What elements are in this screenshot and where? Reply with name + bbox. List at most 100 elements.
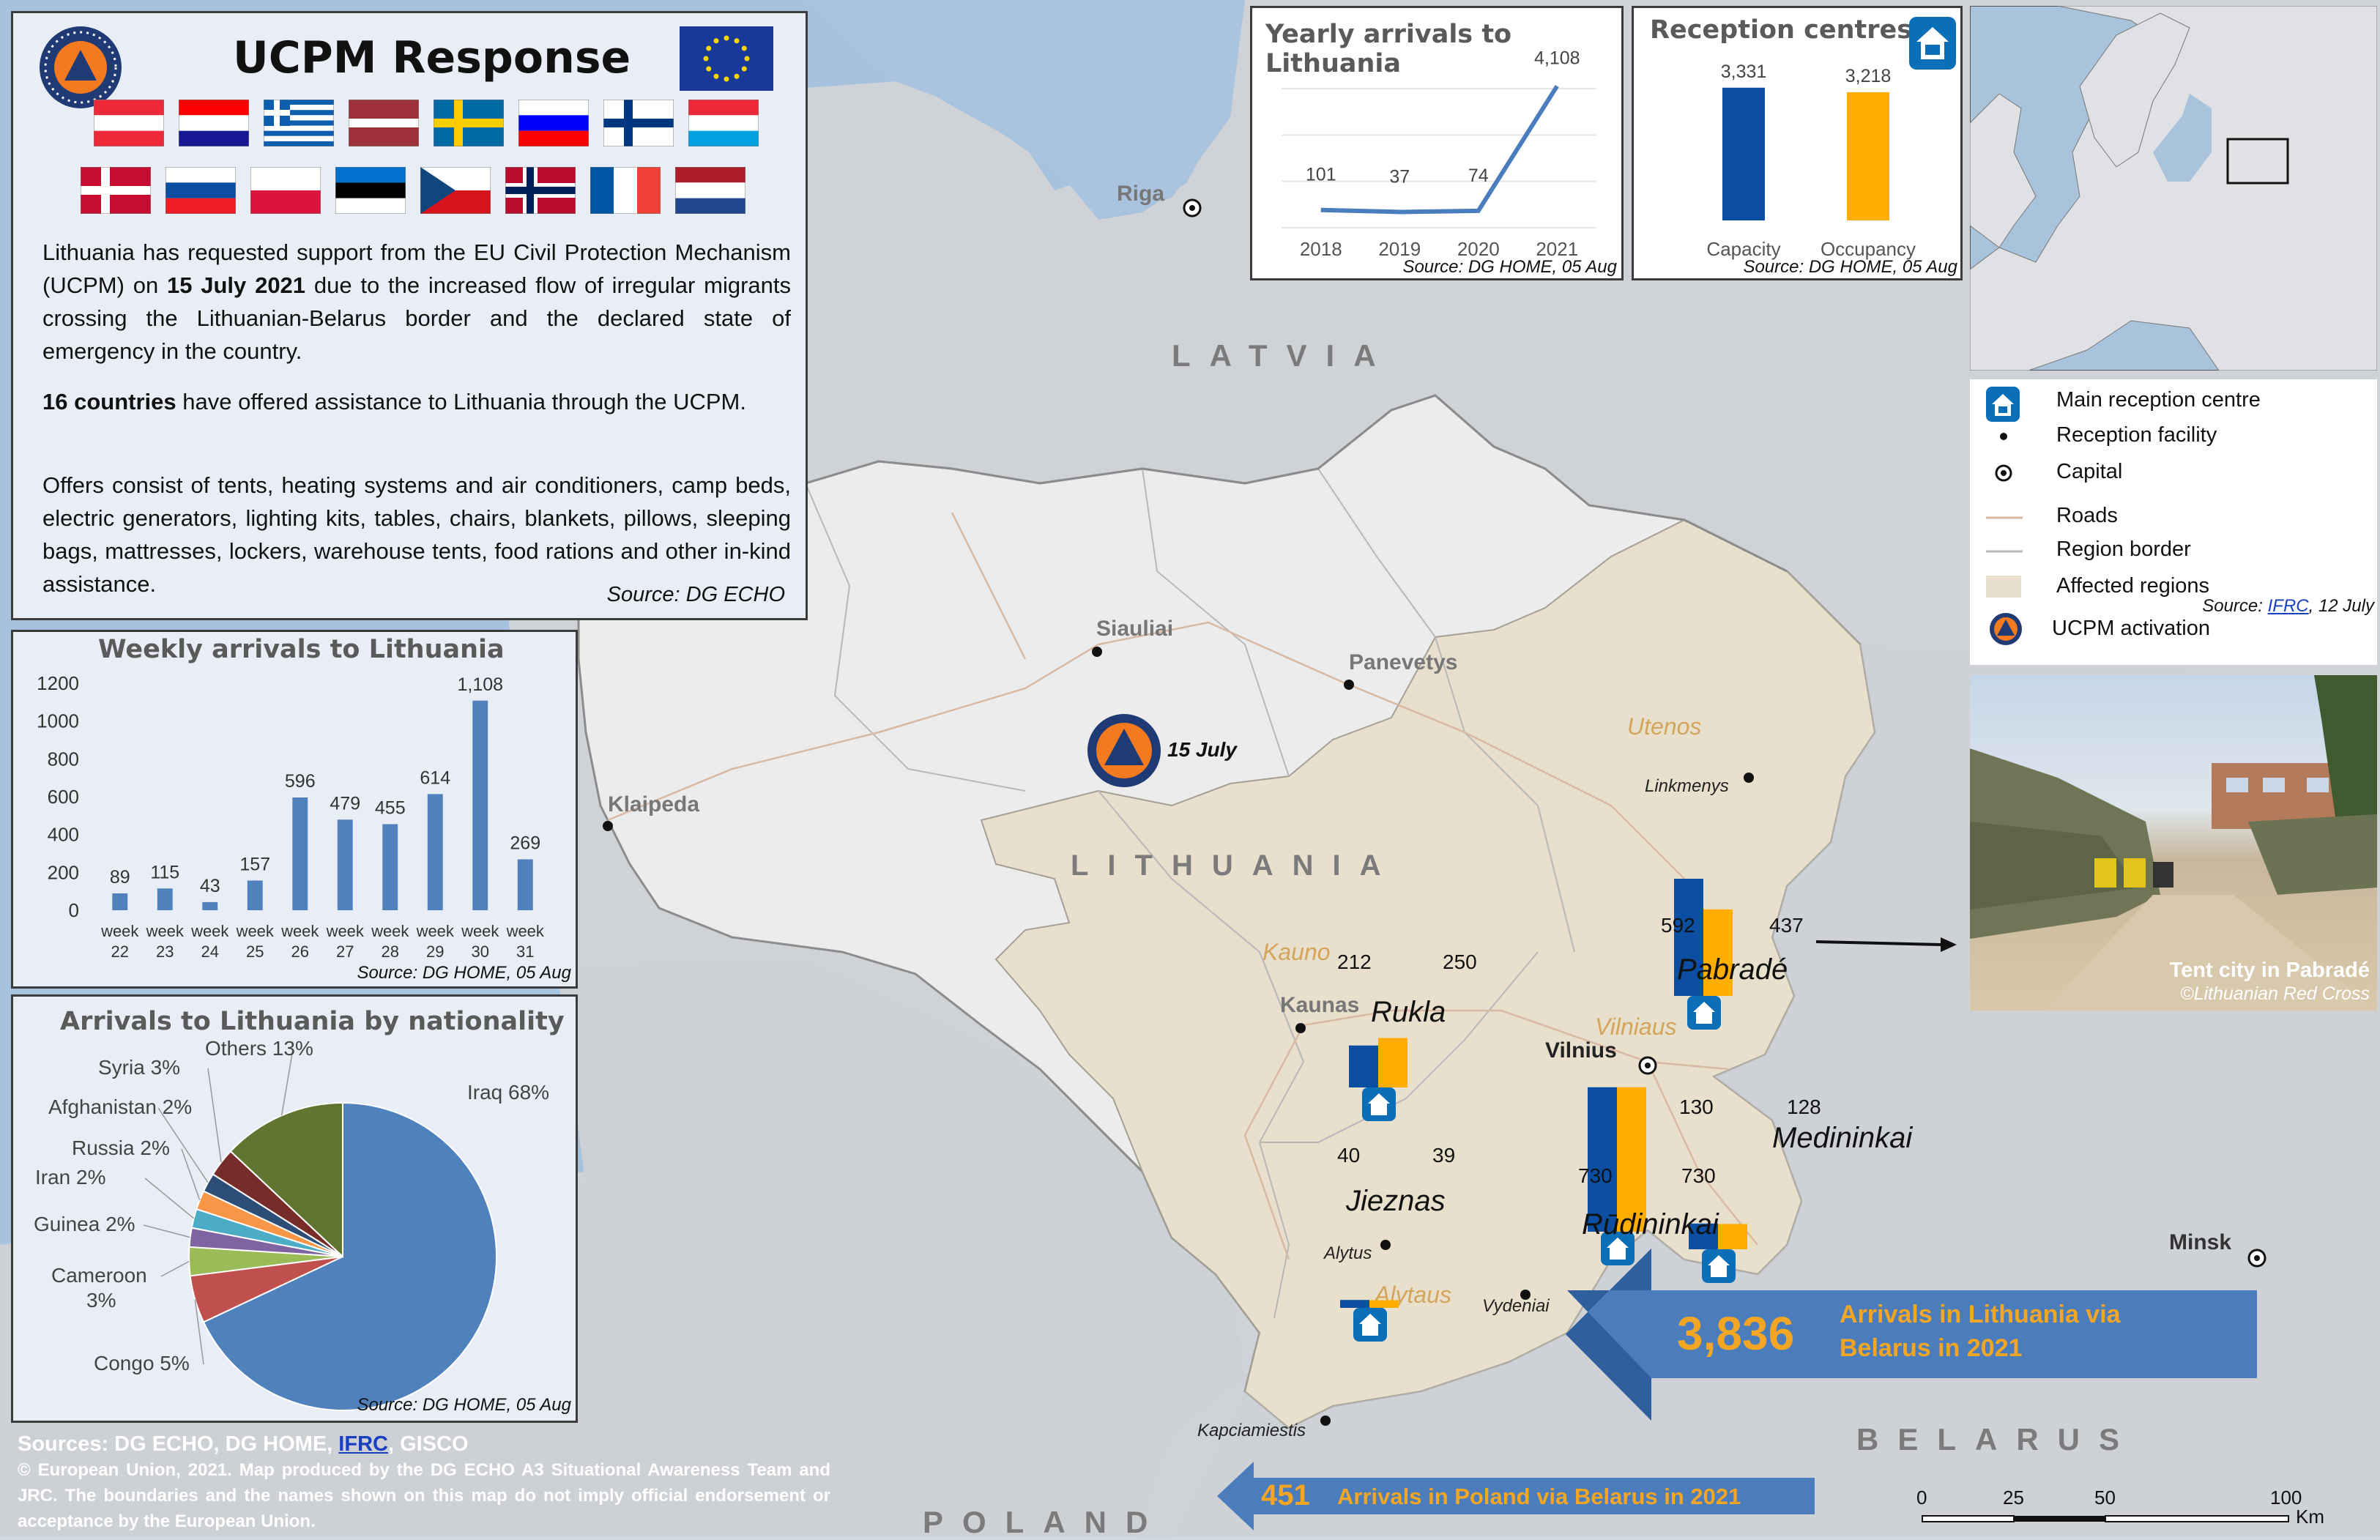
reception-value-label: 3,218	[1845, 66, 1892, 86]
flag-poland-icon	[250, 167, 321, 214]
town-label-vydeniai: Vydeniai	[1482, 1296, 1550, 1316]
weekly-bar-label: 89	[110, 867, 130, 888]
legend-panel: Main reception centre Reception facility…	[1970, 379, 2377, 665]
roads-icon	[1986, 516, 2023, 519]
centre-occupancy-bar	[1617, 1087, 1646, 1232]
flag-croatia-icon	[179, 100, 249, 146]
europe-inset-map	[1970, 6, 2377, 371]
flag-finland-icon	[603, 100, 674, 146]
intro-paragraph-2: 16 countries have offered assistance to …	[42, 385, 791, 418]
affected-regions-icon	[1986, 576, 2021, 598]
photo-scene	[1970, 675, 2377, 1011]
centre-occupancy-bar	[1378, 1038, 1407, 1087]
flag-latvia-icon	[349, 100, 419, 146]
legend-label: Capital	[2056, 460, 2123, 483]
pie-slice	[202, 1101, 497, 1411]
intro-text: due to the increased flow of irregular m…	[42, 272, 791, 364]
ucpm-logo-icon	[40, 26, 122, 108]
eu-star	[734, 73, 740, 79]
weekly-y-tick: 0	[69, 899, 79, 921]
weekly-x-prefix: week	[416, 922, 455, 940]
intro-paragraph-1: Lithuania has requested support from the…	[42, 236, 791, 368]
reception-x-label: Capacity	[1706, 238, 1780, 260]
centre-name: Jieznas	[1346, 1185, 1446, 1217]
weekly-bar-label: 455	[375, 797, 406, 818]
centre-occupancy-bar	[1718, 1224, 1747, 1249]
activation-date-label: 15 July	[1167, 738, 1237, 761]
weekly-x-tick: 27	[336, 942, 354, 961]
eu-star	[706, 66, 712, 72]
flag-luxembourg-icon	[688, 100, 759, 146]
weekly-bar	[202, 901, 218, 910]
weekly-bar-label: 596	[285, 771, 316, 792]
pie-label: Others 13%	[205, 1037, 313, 1060]
town-label-kapciamiestis: Kapciamiestis	[1197, 1421, 1306, 1440]
weekly-x-prefix: week	[146, 922, 185, 940]
eu-star	[724, 35, 729, 41]
capital-icon	[1995, 464, 2012, 482]
flag-sweden-icon	[434, 100, 504, 146]
arrivals-lithuania-text: Arrivals in Lithuania via Belarus in 202…	[1840, 1301, 2121, 1362]
reception-centre-marker	[1349, 1038, 1407, 1121]
ifrc-link[interactable]: IFRC	[2267, 596, 2309, 616]
weekly-bar	[247, 880, 263, 910]
reception-centre-marker	[1588, 1087, 1646, 1265]
reception-bar	[1722, 87, 1765, 220]
intro-paragraph-3: Offers consist of tents, heating systems…	[42, 472, 791, 597]
country-label-latvia: LATVIA	[1172, 338, 1395, 373]
legend-source-text: , 12 July	[2308, 596, 2374, 616]
lithuania-extent-box	[2226, 138, 2289, 185]
flag-france-icon	[590, 167, 661, 214]
pie-label: 3%	[86, 1289, 116, 1312]
scale-unit: Km	[2296, 1506, 2324, 1528]
nationality-source: Source: DG HOME, 05 Aug	[357, 1395, 571, 1415]
weekly-y-tick: 1000	[37, 710, 79, 732]
weekly-x-prefix: week	[371, 922, 409, 940]
weekly-x-tick: 26	[291, 942, 309, 961]
centre-occupancy-value: 437	[1769, 914, 1804, 937]
pie-label: Russia 2%	[72, 1137, 170, 1159]
intro-countries: 16 countries	[42, 389, 176, 414]
weekly-source: Source: DG HOME, 05 Aug	[357, 963, 571, 983]
legend-label: UCPM activation	[2052, 617, 2210, 640]
flag-slovenia-icon	[518, 100, 589, 146]
centre-name: Rukla	[1371, 996, 1446, 1028]
reception-value-label: 3,331	[1721, 62, 1767, 82]
pie-slice	[229, 1101, 343, 1259]
yearly-panel: Yearly arrivals to Lithuania 101 2018 37 20…	[1250, 6, 1624, 280]
reception-facility-icon	[2000, 433, 2007, 440]
weekly-y-tick: 400	[48, 824, 79, 846]
reception-bar	[1847, 92, 1889, 220]
flag-austria-icon	[94, 100, 164, 146]
legend-label: Region border	[2056, 537, 2191, 561]
weekly-x-tick: 31	[516, 942, 534, 961]
ifrc-link[interactable]: IFRC	[338, 1432, 388, 1456]
pie-leader-line	[143, 1224, 190, 1238]
ucpm-panel: UCPM Response Lithuania has requested su…	[11, 11, 808, 620]
legend-label: Main reception centre	[2056, 388, 2261, 412]
weekly-x-prefix: week	[506, 922, 545, 940]
page-title: UCPM Response	[233, 32, 631, 83]
weekly-x-tick: 22	[111, 942, 129, 961]
region-border-icon	[1986, 550, 2023, 553]
weekly-y-tick: 800	[48, 748, 79, 770]
centre-occupancy-value: 128	[1787, 1096, 1821, 1118]
eu-star	[741, 45, 747, 51]
centre-capacity-bar	[1349, 1045, 1378, 1087]
flag-norway-icon	[505, 167, 576, 214]
weekly-bar-label: 115	[150, 862, 179, 882]
legend-label: Reception facility	[2056, 423, 2217, 447]
pie-label: Syria 3%	[98, 1056, 180, 1079]
centre-capacity-value: 592	[1661, 914, 1695, 937]
legend-source: Source: IFRC, 12 July	[2202, 596, 2374, 617]
weekly-bar	[157, 888, 173, 910]
centre-name: Rūdininkai	[1582, 1208, 1719, 1240]
eu-star	[744, 56, 750, 62]
pie-leader-line	[207, 1068, 222, 1163]
photo-credit: ©Lithuanian Red Cross	[2180, 983, 2370, 1004]
weekly-x-prefix: week	[100, 922, 139, 940]
yearly-x-tick: 2020	[1457, 238, 1500, 260]
pie-label: Iran 2%	[35, 1166, 106, 1189]
weekly-bar	[112, 893, 128, 910]
